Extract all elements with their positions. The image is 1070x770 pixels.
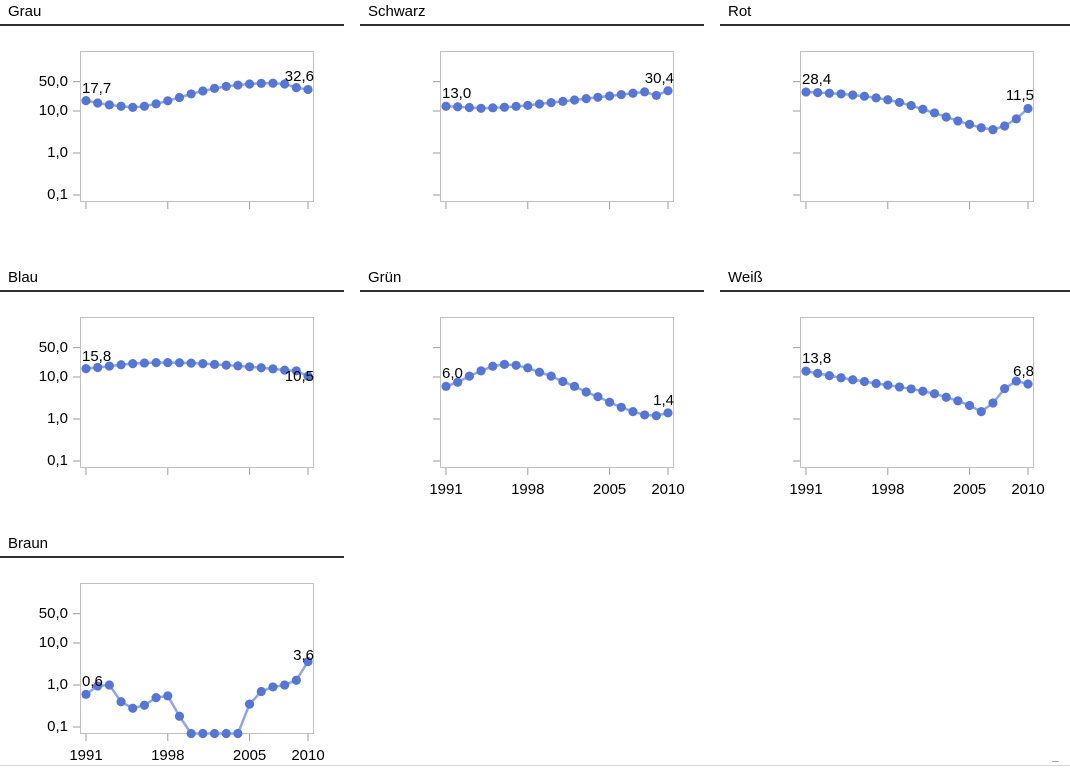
x-tick-label: 2010 xyxy=(1011,481,1045,498)
last-point-label: 10,5 xyxy=(284,368,314,386)
x-tick-label: 1991 xyxy=(789,481,823,498)
plot-area xyxy=(800,317,1034,468)
last-point-label: 32,6 xyxy=(284,68,314,86)
x-tick-label: 1991 xyxy=(69,747,103,764)
y-tick-label: 1,0 xyxy=(47,410,68,427)
x-tick-label: 2010 xyxy=(291,747,325,764)
first-point-label: 6,0 xyxy=(442,365,463,383)
panel-title-rule xyxy=(720,24,1070,26)
x-tick-label: 2005 xyxy=(232,747,267,764)
first-point-label: 0,6 xyxy=(82,673,103,691)
y-tick-label: 0,1 xyxy=(47,452,68,469)
plot-area xyxy=(800,51,1034,202)
panel-title: Braun xyxy=(8,535,49,552)
x-tick-label: 1998 xyxy=(871,481,905,498)
y-tick-label: 0,1 xyxy=(47,186,68,203)
x-tick-label: 2005 xyxy=(592,481,627,498)
panel-title-rule xyxy=(720,290,1070,292)
panel-title: Schwarz xyxy=(368,3,426,20)
panel-title-rule xyxy=(0,556,344,558)
panel-title-rule xyxy=(0,24,344,26)
panel-title-rule xyxy=(360,24,704,26)
panel-title: Blau xyxy=(8,269,39,286)
last-point-label: 1,4 xyxy=(653,391,674,409)
panel-title: Grau xyxy=(8,3,42,20)
y-tick-label: 10,0 xyxy=(38,102,68,119)
bottom-border-line xyxy=(0,765,1070,766)
x-tick-label: 2010 xyxy=(651,481,685,498)
last-point-label: 3,6 xyxy=(293,646,314,664)
first-point-label: 28,4 xyxy=(802,70,832,88)
y-tick-label: 10,0 xyxy=(38,368,68,385)
first-point-label: 13,0 xyxy=(442,85,472,103)
y-tick-label: 10,0 xyxy=(38,634,68,651)
panel-schwarz: Schwarz 13,0 30,4 xyxy=(360,0,720,250)
first-point-label: 17,7 xyxy=(82,79,112,97)
y-tick-label: 1,0 xyxy=(47,144,68,161)
panel-title-rule xyxy=(360,290,704,292)
plot-area xyxy=(440,51,674,202)
y-tick-label: 0,1 xyxy=(47,718,68,735)
panel-title: Rot xyxy=(728,3,752,20)
panel-grau: Grau 50,0 10,0 1,0 0,1 17,7 32,6 xyxy=(0,0,360,250)
plot-area xyxy=(80,583,314,734)
y-tick-label: 50,0 xyxy=(38,72,68,90)
panel-title-rule xyxy=(0,290,344,292)
y-tick-label: 1,0 xyxy=(47,676,68,693)
panel-blau: Blau 50,0 10,0 1,0 0,1 15,8 10,5 xyxy=(0,266,360,516)
first-point-label: 13,8 xyxy=(802,350,832,368)
y-tick-label: 50,0 xyxy=(38,338,68,356)
x-tick-label: 1998 xyxy=(151,747,185,764)
panel-title: Weiß xyxy=(728,269,763,286)
plot-area xyxy=(80,51,314,202)
plot-area xyxy=(80,317,314,468)
bottom-right-tick xyxy=(1052,761,1059,762)
plot-area xyxy=(440,317,674,468)
panel-title: Grün xyxy=(368,269,402,286)
last-point-label: 30,4 xyxy=(644,69,674,87)
x-tick-label: 1998 xyxy=(511,481,545,498)
y-tick-label: 50,0 xyxy=(38,604,68,622)
panel-weiss: Weiß 1991 1998 2005 2010 13,8 6,8 xyxy=(720,266,1070,516)
panel-braun: Braun 50,0 10,0 1,0 0,1 1991 1998 2005 2010 0,6 3,… xyxy=(0,532,360,770)
last-point-label: 11,5 xyxy=(1005,87,1034,105)
panel-rot: Rot 28,4 11,5 xyxy=(720,0,1070,250)
last-point-label: 6,8 xyxy=(1013,363,1034,381)
first-point-label: 15,8 xyxy=(82,347,112,365)
x-tick-label: 2005 xyxy=(952,481,987,498)
panel-gruen: Grün 1991 1998 2005 2010 6,0 1,4 xyxy=(360,266,720,516)
x-tick-label: 1991 xyxy=(429,481,463,498)
